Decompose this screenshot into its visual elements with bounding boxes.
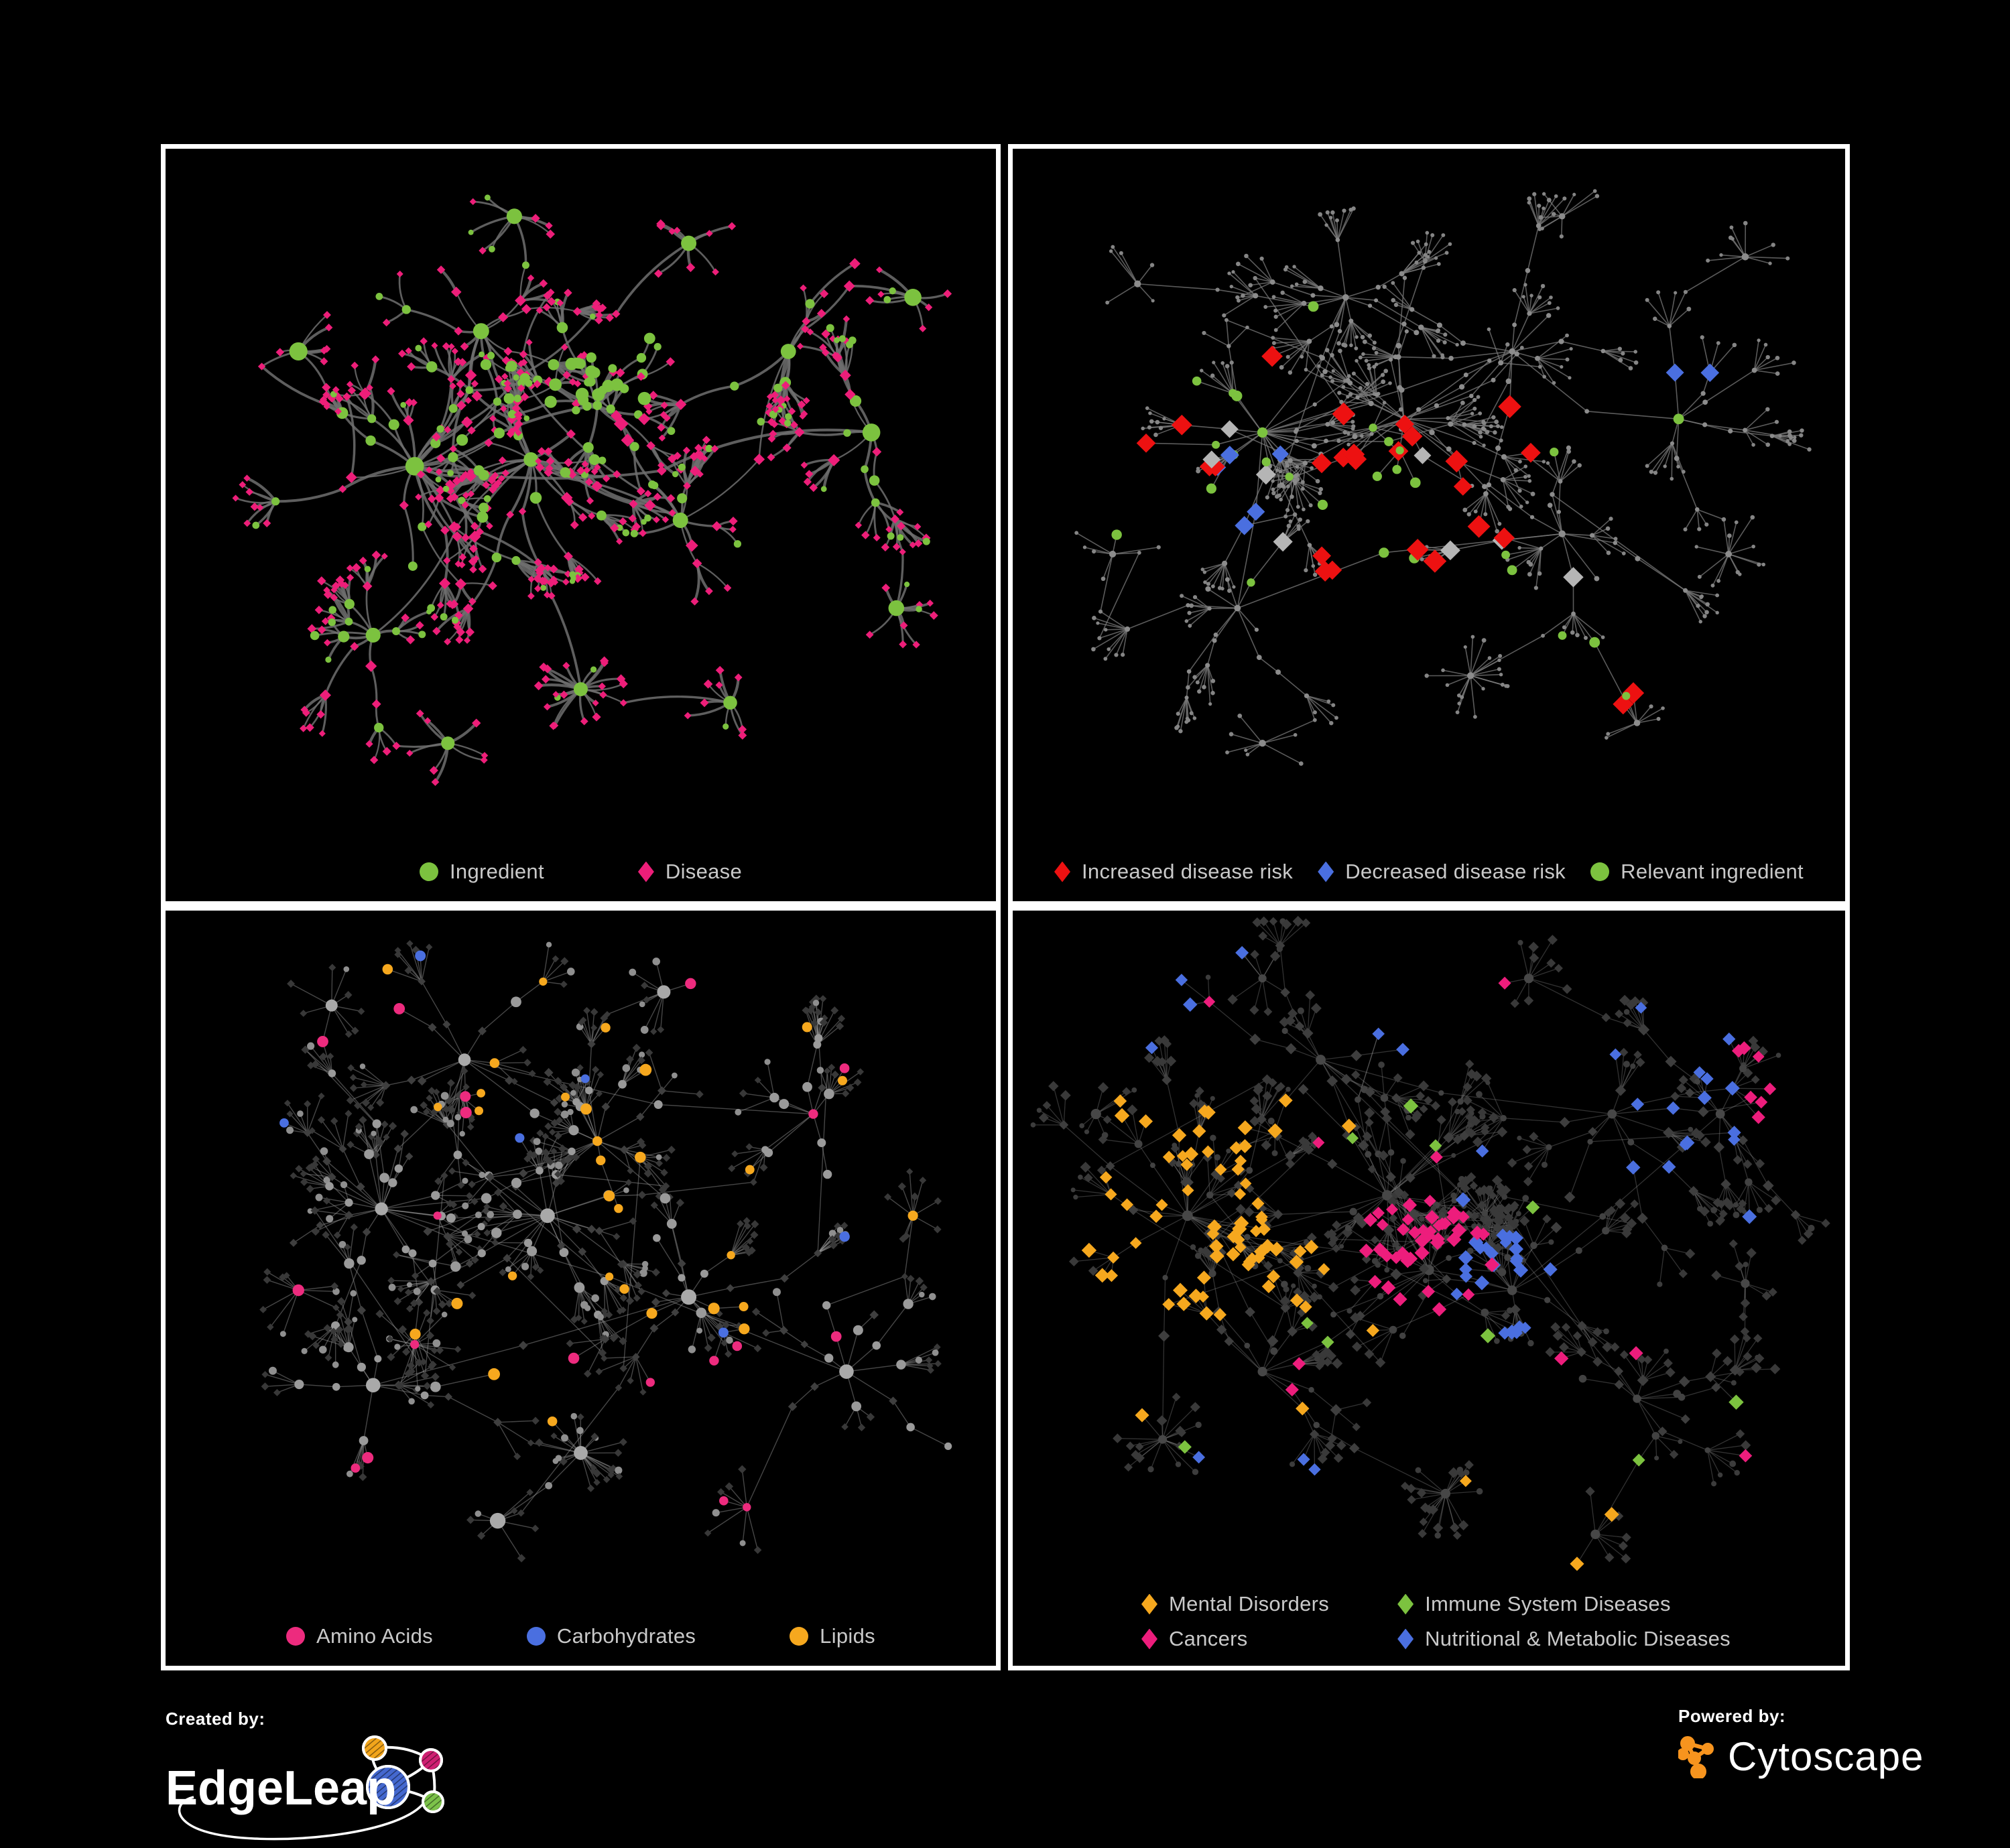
legend-item: Mental Disorders [1141, 1592, 1329, 1616]
cytoscape-icon [1678, 1735, 1714, 1778]
legend-circle-icon [1590, 862, 1610, 881]
cytoscape-wordmark: Cytoscape [1728, 1734, 1924, 1779]
legend-item: Nutritional & Metabolic Diseases [1397, 1627, 1731, 1651]
panel-ingredient-disease: Ingredient Disease [161, 144, 1001, 906]
network-nutrient-categories [259, 939, 952, 1563]
legend-item-label: Decreased disease risk [1345, 860, 1566, 883]
legend-diamond-icon [1318, 861, 1334, 882]
legend-diamond-icon [637, 861, 654, 882]
legend-item-label: Lipids [820, 1624, 875, 1648]
edgeleap-logo-icon [362, 1735, 444, 1813]
legend-diamond-icon [1141, 1628, 1157, 1650]
panel-disease-categories: Mental Disorders Immune System Diseases Ca… [1008, 906, 1850, 1670]
legend-item: Immune System Diseases [1397, 1592, 1731, 1616]
legend-item: Decreased disease risk [1318, 860, 1566, 884]
panel-disease-risk: Increased disease risk Decreased disease … [1008, 144, 1850, 906]
legend-ingredient-disease: Ingredient Disease [166, 860, 996, 884]
cytoscape-credit: Powered by: Cytoscape [1678, 1706, 1924, 1780]
edgeleap-wordmark: EdgeLeap [166, 1762, 396, 1815]
edgeleap-credit: Created by: EdgeLeap [166, 1709, 487, 1848]
legend-nutrient-categories: Amino Acids Carbohydrates Lipids [166, 1624, 996, 1648]
legend-disease-categories: Mental Disorders Immune System Diseases Ca… [1141, 1592, 1731, 1651]
legend-item: Cancers [1141, 1627, 1329, 1651]
legend-circle-icon [286, 1627, 306, 1646]
powered-by-label: Powered by: [1678, 1706, 1786, 1726]
legend-item-label: Cancers [1169, 1627, 1248, 1650]
legend-item: Lipids [790, 1624, 875, 1648]
legend-item: Ingredient [420, 860, 544, 884]
edgeleap-logo: EdgeLeap [166, 1735, 444, 1841]
legend-diamond-icon [1141, 1593, 1157, 1615]
legend-diamond-icon [1054, 861, 1070, 882]
legend-circle-icon [790, 1627, 809, 1646]
legend-circle-icon [526, 1627, 546, 1646]
legend-diamond-icon [1397, 1628, 1414, 1650]
panel-nutrient-categories: Amino Acids Carbohydrates Lipids [161, 906, 1001, 1670]
legend-item: Relevant ingredient [1590, 860, 1804, 884]
network-ingredient-disease [232, 194, 952, 787]
legend-item: Carbohydrates [526, 1624, 696, 1648]
legend-item-label: Nutritional & Metabolic Diseases [1425, 1627, 1731, 1650]
legend-item-label: Amino Acids [316, 1624, 433, 1648]
legend-item-label: Increased disease risk [1082, 860, 1294, 883]
legend-circle-icon [420, 862, 438, 881]
legend-item: Amino Acids [286, 1624, 433, 1648]
legend-item-label: Ingredient [450, 860, 544, 883]
legend-item-label: Disease [665, 860, 742, 883]
legend-item-label: Carbohydrates [556, 1624, 696, 1648]
created-by-label: Created by: [166, 1709, 265, 1729]
legend-item-label: Relevant ingredient [1621, 860, 1804, 883]
network-disease-categories [1030, 915, 1830, 1571]
legend-diamond-icon [1397, 1593, 1414, 1615]
legend-item-label: Mental Disorders [1169, 1592, 1330, 1615]
legend-disease-risk: Increased disease risk Decreased disease … [1013, 860, 1845, 884]
legend-item-label: Immune System Diseases [1425, 1592, 1671, 1615]
legend-item: Increased disease risk [1054, 860, 1293, 884]
network-disease-risk [1074, 189, 1812, 766]
legend-item: Disease [637, 860, 742, 884]
